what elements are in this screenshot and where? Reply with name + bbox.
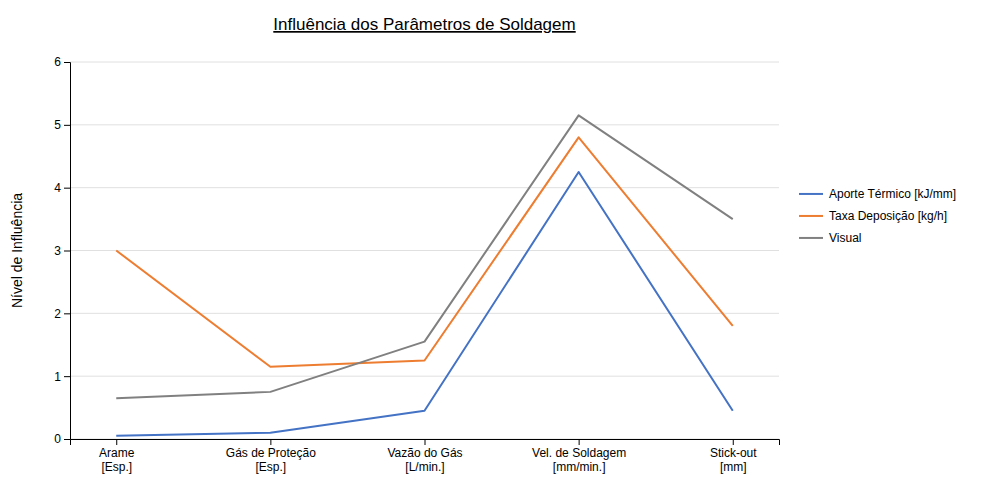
x-tick: Vazão do Gás[L/min.] xyxy=(387,439,462,474)
x-tick: Vel. de Soldagem[mm/min.] xyxy=(532,439,626,474)
x-tick-label-line: Gás de Proteção xyxy=(226,446,316,460)
y-tick-mark xyxy=(64,251,70,252)
x-tick-label-line: [mm/min.] xyxy=(553,460,606,474)
y-tick-label: 3 xyxy=(54,244,61,258)
series-line xyxy=(116,115,733,398)
legend-label: Visual xyxy=(829,231,861,245)
grid-line xyxy=(70,62,779,63)
chart-svg: 0123456Arame[Esp.]Gás de Proteção[Esp.]V… xyxy=(0,0,994,497)
x-tick-label: Stick-out[mm] xyxy=(710,446,757,474)
y-tick-label: 4 xyxy=(54,181,61,195)
y-axis-line xyxy=(64,63,71,440)
x-tick-label-line: Vel. de Soldagem xyxy=(532,446,626,460)
grid-line xyxy=(70,376,779,377)
y-axis: 0 1 2 3 4 5 6 xyxy=(54,55,70,446)
y-tick-mark xyxy=(64,439,70,440)
x-tick-label: Arame[Esp.] xyxy=(99,446,135,474)
legend: Aporte Térmico [kJ/mm] Taxa Deposição [kg… xyxy=(799,187,956,245)
y-tick: 1 xyxy=(54,370,70,384)
x-tick-mark xyxy=(270,439,271,445)
x-tick-mark xyxy=(733,439,734,445)
x-tick-label-line: Vazão do Gás xyxy=(387,446,462,460)
y-tick-label: 1 xyxy=(54,370,61,384)
x-tick-mark xyxy=(579,439,580,445)
legend-swatch xyxy=(799,215,823,217)
legend-item: Taxa Deposição [kg/h] xyxy=(799,209,947,223)
x-tick-label-line: [Esp.] xyxy=(101,460,132,474)
x-tick-label-line: [L/min.] xyxy=(405,460,444,474)
chart-container: 0123456Arame[Esp.]Gás de Proteção[Esp.]V… xyxy=(0,0,994,497)
x-tick-label-line: [mm] xyxy=(720,460,747,474)
x-tick-label: Vel. de Soldagem[mm/min.] xyxy=(532,446,626,474)
y-tick: 0 xyxy=(54,432,70,446)
x-tick-label: Vazão do Gás[L/min.] xyxy=(387,446,462,474)
x-tick: Arame[Esp.] xyxy=(99,439,135,474)
y-tick: 6 xyxy=(54,55,70,69)
x-axis-line xyxy=(71,440,780,446)
legend-label: Aporte Térmico [kJ/mm] xyxy=(829,187,956,201)
y-tick-mark xyxy=(64,62,70,63)
x-tick-mark xyxy=(116,439,117,445)
grid-line xyxy=(70,187,779,188)
plot-area: 0123456Arame[Esp.]Gás de Proteção[Esp.]V… xyxy=(54,55,779,474)
x-tick-label: Gás de Proteção[Esp.] xyxy=(226,446,316,474)
legend-label: Taxa Deposição [kg/h] xyxy=(829,209,947,223)
x-tick-label-line: [Esp.] xyxy=(256,460,287,474)
y-tick: 4 xyxy=(54,181,70,195)
y-axis-title: Nível de Influência xyxy=(9,193,25,308)
grid-line xyxy=(70,313,779,314)
y-tick-label: 0 xyxy=(54,432,61,446)
grid-line xyxy=(70,124,779,125)
y-tick-mark xyxy=(64,376,70,377)
y-tick: 5 xyxy=(54,118,70,132)
legend-item: Aporte Térmico [kJ/mm] xyxy=(799,187,956,201)
x-axis: Arame[Esp.]Gás de Proteção[Esp.]Vazão do… xyxy=(71,439,780,474)
grid xyxy=(70,62,779,439)
y-tick-mark xyxy=(64,125,70,126)
legend-item: Visual xyxy=(799,231,861,245)
y-tick-label: 6 xyxy=(54,55,61,69)
y-tick-mark xyxy=(64,313,70,314)
x-tick: Stick-out[mm] xyxy=(710,439,757,474)
x-tick: Gás de Proteção[Esp.] xyxy=(226,439,316,474)
y-tick: 2 xyxy=(54,307,70,321)
y-tick-label: 2 xyxy=(54,307,61,321)
x-tick-label-line: Stick-out xyxy=(710,446,757,460)
x-tick-label-line: Arame xyxy=(99,446,135,460)
y-tick-label: 5 xyxy=(54,118,61,132)
series-group xyxy=(116,115,733,435)
legend-swatch xyxy=(799,193,823,195)
y-tick: 3 xyxy=(54,244,70,258)
legend-swatch xyxy=(799,237,823,239)
chart-title: Influência dos Parâmetros de Soldagem xyxy=(273,15,575,34)
series-line xyxy=(116,137,733,366)
x-tick-mark xyxy=(425,439,426,445)
y-tick-mark xyxy=(64,188,70,189)
